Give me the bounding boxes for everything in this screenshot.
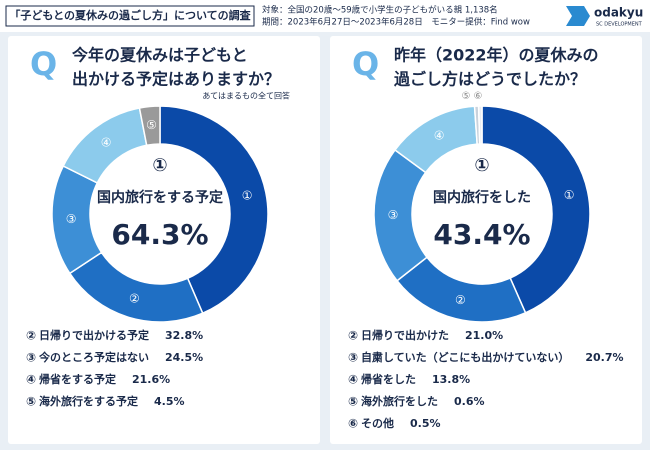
question: 出かける予定はありますか？ xyxy=(72,70,280,89)
slice xyxy=(138,105,161,147)
question: 昨年（2022年）の夏休みの xyxy=(394,46,599,65)
legend-marker: ③ xyxy=(26,351,36,365)
legend-category: 帰省をする予定 xyxy=(39,372,116,386)
slice-marker: ⑤ xyxy=(462,91,471,102)
slice-marker: ④ xyxy=(434,129,445,143)
legend-marker: ② xyxy=(348,329,358,343)
center-value: 64.3% xyxy=(111,218,208,251)
legend-category: 海外旅行をした xyxy=(361,394,438,408)
legend-category: 自粛していた（どこにも出かけていない） xyxy=(361,350,569,364)
legend-category: 日帰りで出かける予定 xyxy=(39,328,149,342)
slice-marker: ③ xyxy=(388,208,399,222)
slice-marker: ② xyxy=(455,293,466,307)
center-category: 国内旅行をする予定 xyxy=(97,189,223,206)
slice-marker: ② xyxy=(129,292,140,306)
slice-marker: ① xyxy=(564,188,575,202)
legend-category: 日帰りで出かけた xyxy=(361,328,449,342)
legend-category: 今のところ予定はない xyxy=(38,350,149,364)
note: あてはまるもの全て回答 xyxy=(202,91,290,101)
legend-value: 21.6% xyxy=(132,373,170,386)
center-marker: ① xyxy=(474,155,489,176)
logo: odakyu xyxy=(594,6,643,20)
legend-value: 0.5% xyxy=(410,417,441,430)
q-mark: Q xyxy=(352,45,379,83)
legend-value: 4.5% xyxy=(154,395,185,408)
legend-marker: ⑤ xyxy=(26,395,36,409)
center-category: 国内旅行をした xyxy=(433,189,531,206)
legend-category: 海外旅行をする予定 xyxy=(39,394,138,408)
slice-marker: ⑥ xyxy=(474,91,483,102)
slice xyxy=(159,105,269,315)
legend-value: 0.6% xyxy=(454,395,485,408)
slice-marker: ⑤ xyxy=(146,118,157,132)
legend-value: 20.7% xyxy=(585,351,623,364)
legend-marker: ② xyxy=(26,329,36,343)
slice xyxy=(477,105,483,145)
legend-marker: ④ xyxy=(348,373,358,387)
question: 過ごし方はどうでしたか？ xyxy=(393,70,586,89)
legend-value: 13.8% xyxy=(432,373,470,386)
slice-marker: ④ xyxy=(101,136,112,150)
header-target: 対象：全国の20歳〜59歳で小学生の子どもがいる親 1,138名 xyxy=(262,5,498,16)
legend-marker: ⑥ xyxy=(348,417,358,431)
q-mark: Q xyxy=(30,45,57,83)
slice-marker: ③ xyxy=(66,212,77,226)
legend-value: 21.0% xyxy=(465,329,503,342)
legend-marker: ⑤ xyxy=(348,395,358,409)
legend-value: 32.8% xyxy=(165,329,203,342)
legend-marker: ③ xyxy=(348,351,358,365)
legend-value: 24.5% xyxy=(165,351,203,364)
slice-marker: ① xyxy=(242,189,253,203)
title-box xyxy=(5,5,255,27)
legend-marker: ④ xyxy=(26,373,36,387)
header-title: 「子どもとの夏休みの過ごし方」についての調査 xyxy=(9,8,250,22)
legend-category: 帰省をした xyxy=(361,372,416,386)
slice xyxy=(481,105,591,314)
logo-sub: SC DEVELOPMENT xyxy=(596,22,643,28)
logo-icon xyxy=(566,6,590,26)
header-period: 期間：2023年6月27日〜2023年6月28日 モニター提供：Find wow xyxy=(262,17,530,28)
center-value: 43.4% xyxy=(433,218,530,251)
center-marker: ① xyxy=(152,155,167,176)
question: 今年の夏休みは子どもと xyxy=(71,46,248,65)
legend-category: その他 xyxy=(361,416,394,430)
